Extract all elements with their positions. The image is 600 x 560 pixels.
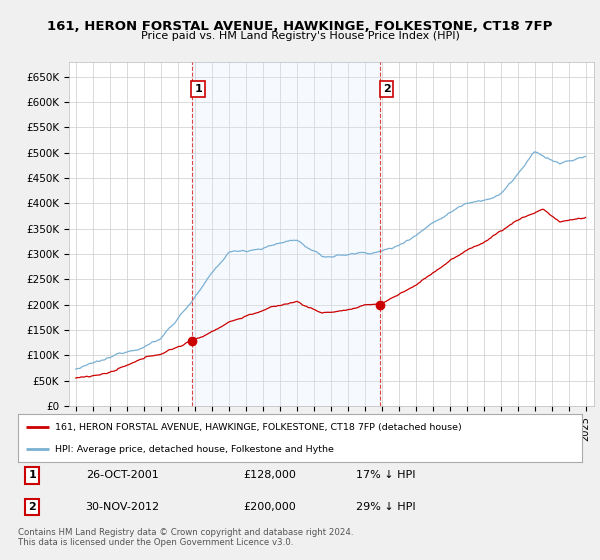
Bar xyxy=(191,62,380,406)
Text: 161, HERON FORSTAL AVENUE, HAWKINGE, FOLKESTONE, CT18 7FP (detached house): 161, HERON FORSTAL AVENUE, HAWKINGE, FOL… xyxy=(55,423,461,432)
Text: 1: 1 xyxy=(28,470,36,480)
Text: 161, HERON FORSTAL AVENUE, HAWKINGE, FOLKESTONE, CT18 7FP: 161, HERON FORSTAL AVENUE, HAWKINGE, FOL… xyxy=(47,20,553,32)
Text: 2: 2 xyxy=(28,502,36,512)
Text: 2: 2 xyxy=(383,84,391,94)
Text: 17% ↓ HPI: 17% ↓ HPI xyxy=(356,470,416,480)
Text: 29% ↓ HPI: 29% ↓ HPI xyxy=(356,502,416,512)
Text: 30-NOV-2012: 30-NOV-2012 xyxy=(86,502,160,512)
Text: Price paid vs. HM Land Registry's House Price Index (HPI): Price paid vs. HM Land Registry's House … xyxy=(140,31,460,41)
Text: 26-OCT-2001: 26-OCT-2001 xyxy=(86,470,158,480)
Text: £200,000: £200,000 xyxy=(244,502,296,512)
Text: 1: 1 xyxy=(194,84,202,94)
Text: HPI: Average price, detached house, Folkestone and Hythe: HPI: Average price, detached house, Folk… xyxy=(55,445,334,454)
Text: Contains HM Land Registry data © Crown copyright and database right 2024.
This d: Contains HM Land Registry data © Crown c… xyxy=(18,528,353,547)
Text: £128,000: £128,000 xyxy=(244,470,296,480)
